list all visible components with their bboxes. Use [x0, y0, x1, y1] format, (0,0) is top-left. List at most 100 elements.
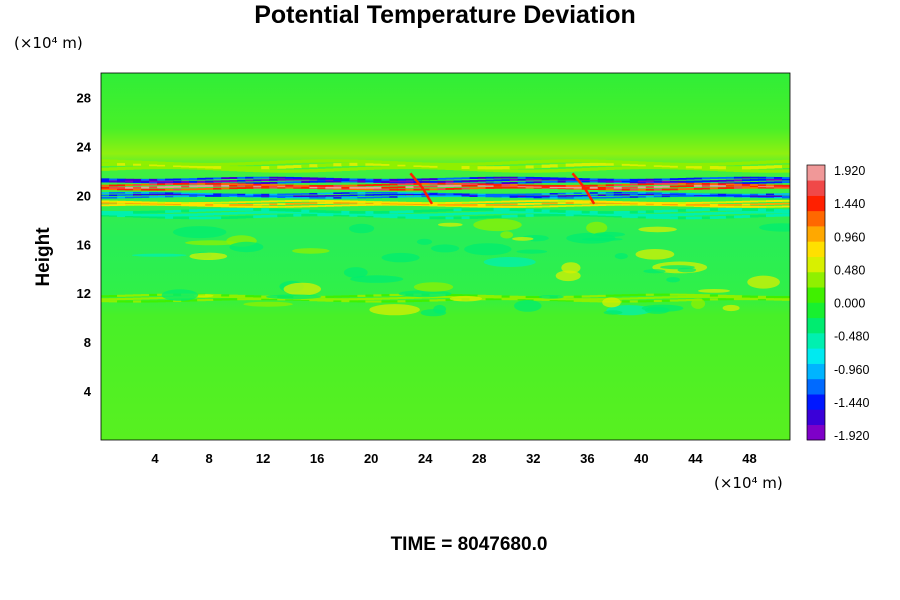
heatmap-cell — [453, 180, 463, 183]
heatmap-cell — [693, 195, 703, 197]
heatmap-cell — [205, 187, 214, 190]
heatmap-cell — [605, 184, 615, 187]
heatmap-cell — [165, 201, 174, 204]
heatmap-cell — [301, 193, 310, 195]
heatmap-cell — [229, 187, 238, 190]
heatmap-cell — [445, 162, 455, 167]
heatmap-cell — [413, 165, 423, 170]
heatmap-cell — [469, 193, 479, 196]
heatmap-cell — [365, 162, 374, 166]
heatmap-cell — [661, 299, 671, 302]
heatmap-cell — [389, 293, 399, 297]
heatmap-cell — [365, 178, 374, 181]
heatmap-cell — [357, 179, 366, 182]
heatmap-cell — [445, 204, 455, 207]
heatmap-cell — [277, 184, 286, 187]
heatmap-cell — [621, 201, 631, 204]
heatmap-cell — [109, 178, 118, 181]
heatmap-cell — [389, 201, 399, 204]
heatmap-cell — [461, 201, 471, 204]
heatmap-cell — [613, 188, 623, 191]
heatmap-cell — [461, 183, 471, 185]
heatmap-cell — [141, 162, 150, 166]
heatmap-cell — [357, 294, 366, 297]
heatmap-cell — [525, 169, 535, 173]
heatmap-cell — [221, 167, 230, 171]
heatmap-cell — [613, 178, 623, 181]
heatmap-cell — [309, 180, 318, 183]
heatmap-cell — [405, 192, 415, 194]
heatmap-cell — [613, 203, 623, 206]
heatmap-cell — [165, 183, 174, 186]
heatmap-cell — [365, 194, 374, 196]
heatmap-cell — [381, 196, 391, 198]
heatmap-cell — [205, 195, 214, 197]
heatmap-cell — [197, 180, 206, 183]
heatmap-cell — [413, 203, 423, 206]
heatmap-cell — [221, 212, 230, 215]
heatmap-cell — [629, 186, 639, 189]
heatmap-cell — [117, 166, 126, 171]
heatmap-cell — [589, 204, 599, 207]
heatmap-cell — [221, 295, 230, 298]
heatmap-cell — [613, 180, 623, 182]
heatmap-cell — [277, 181, 286, 184]
heatmap-blob — [516, 249, 548, 254]
heatmap-cell — [357, 192, 366, 194]
heatmap-cell — [725, 211, 735, 215]
heatmap-cell — [405, 216, 415, 219]
heatmap-cell — [637, 192, 647, 194]
heatmap-cell — [269, 169, 278, 173]
heatmap-cell — [429, 182, 439, 185]
heatmap-cell — [541, 199, 551, 202]
heatmap-cell — [125, 184, 134, 187]
heatmap-cell — [141, 196, 150, 198]
heatmap-cell — [565, 159, 575, 163]
heatmap-cell — [757, 184, 767, 187]
heatmap-cell — [141, 215, 150, 218]
heatmap-cell — [141, 213, 150, 217]
heatmap-cell — [565, 202, 575, 204]
heatmap-cell — [613, 213, 623, 217]
heatmap-cell — [597, 186, 607, 189]
heatmap-cell — [637, 163, 647, 167]
heatmap-cell — [365, 300, 374, 303]
heatmap-cell — [349, 196, 358, 199]
colorbar-tick-label: -0.480 — [834, 330, 869, 344]
heatmap-cell — [461, 212, 471, 216]
colorbar-swatch — [807, 409, 825, 426]
heatmap-cell — [541, 178, 551, 181]
heatmap-cell — [141, 183, 150, 186]
heatmap-cell — [717, 184, 727, 187]
heatmap-cell — [597, 159, 607, 163]
heatmap-cell — [125, 196, 134, 199]
heatmap-cell — [157, 180, 166, 183]
heatmap-cell — [597, 201, 607, 204]
heatmap-cell — [437, 203, 447, 206]
heatmap-cell — [309, 159, 318, 163]
heatmap-cell — [597, 204, 607, 206]
heatmap-cell — [173, 188, 182, 191]
heatmap-cell — [141, 297, 150, 300]
heatmap-cell — [245, 211, 254, 215]
heatmap-cell — [605, 294, 615, 297]
heatmap-cell — [517, 169, 527, 173]
heatmap-cell — [237, 296, 246, 299]
heatmap-cell — [437, 182, 447, 185]
heatmap-cell — [557, 184, 567, 187]
heatmap-cell — [365, 179, 374, 182]
heatmap-blob — [603, 310, 623, 315]
heatmap-cell — [101, 184, 110, 187]
heatmap-cell — [597, 298, 607, 301]
heatmap-cell — [685, 298, 695, 302]
heatmap-cell — [461, 187, 471, 190]
heatmap-cell — [365, 203, 374, 206]
heatmap-cell — [493, 161, 503, 165]
heatmap-cell — [245, 205, 254, 208]
heatmap-cell — [325, 159, 334, 163]
heatmap-cell — [733, 215, 743, 219]
heatmap-cell — [357, 212, 366, 216]
heatmap-cell — [677, 293, 687, 296]
heatmap-cell — [621, 196, 631, 199]
heatmap-cell — [181, 192, 190, 195]
